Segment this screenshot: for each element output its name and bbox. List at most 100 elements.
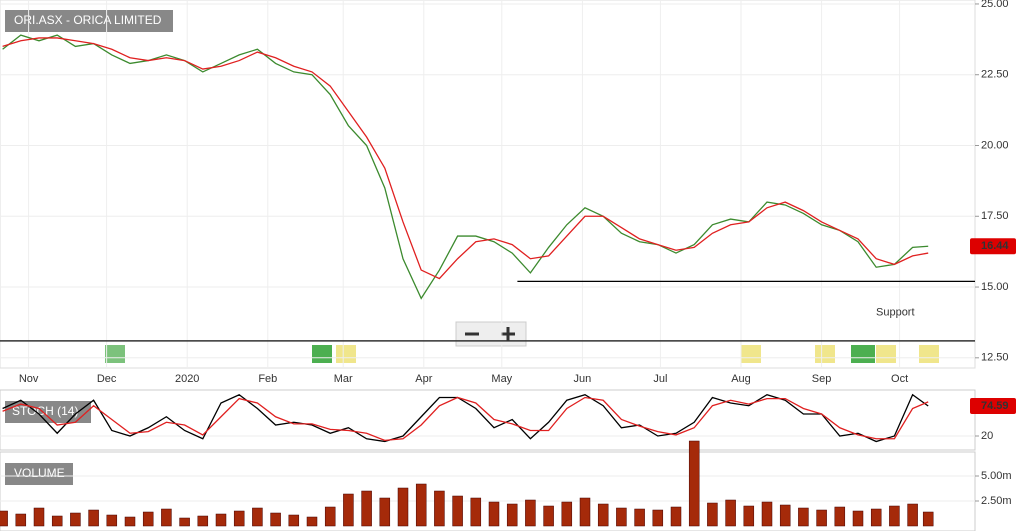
- y-tick-label: 2.50m: [981, 495, 1012, 507]
- y-tick-label: 22.50: [981, 69, 1009, 81]
- zoom-controls[interactable]: [455, 321, 527, 347]
- event-marker: [741, 345, 761, 363]
- event-marker: [876, 345, 896, 363]
- annotation: Support: [876, 306, 915, 318]
- bar: [161, 508, 172, 527]
- bar: [761, 501, 773, 527]
- last-value-label: 74.59: [981, 400, 1009, 412]
- bar: [816, 509, 827, 527]
- bar: [288, 514, 300, 527]
- y-tick-label: 12.50: [981, 352, 1009, 364]
- bar: [233, 510, 245, 527]
- stoch-title: STOCH (14): [12, 404, 78, 418]
- bar: [179, 517, 190, 527]
- bar: [397, 487, 409, 527]
- series-line: [2, 34, 929, 300]
- bar: [0, 510, 8, 527]
- bar: [670, 506, 682, 527]
- event-marker: [312, 345, 332, 363]
- x-tick-label: 2020: [175, 373, 199, 385]
- bar: [124, 516, 136, 527]
- bar: [470, 497, 482, 527]
- volume-title: VOLUME: [14, 466, 65, 480]
- bar: [579, 497, 591, 527]
- event-marker: [105, 345, 125, 363]
- bar: [779, 504, 791, 527]
- y-tick-label: 15.00: [981, 281, 1009, 293]
- last-value-label: 16.44: [981, 240, 1009, 252]
- bar: [306, 516, 318, 527]
- bar: [725, 499, 736, 527]
- bar: [361, 490, 372, 527]
- bar: [889, 505, 900, 527]
- bar: [688, 440, 700, 527]
- bar: [343, 493, 354, 527]
- bar: [51, 515, 63, 527]
- bar: [743, 505, 755, 527]
- y-tick-label: 20: [981, 430, 993, 442]
- bar: [415, 483, 427, 527]
- bar: [634, 508, 645, 527]
- event-marker: [336, 345, 356, 363]
- bar: [506, 503, 518, 527]
- bar: [870, 508, 882, 527]
- x-tick-label: Nov: [19, 373, 39, 385]
- y-tick-label: 20.00: [981, 139, 1009, 151]
- bar: [324, 506, 336, 527]
- x-tick-label: Aug: [731, 373, 751, 385]
- event-markers: [105, 345, 939, 363]
- bar: [70, 512, 81, 527]
- bar: [525, 499, 536, 527]
- bar: [252, 507, 263, 527]
- series-line: [2, 393, 929, 443]
- x-tick-label: Feb: [258, 373, 277, 385]
- x-tick-label: Sep: [812, 373, 832, 385]
- series-line: [2, 396, 929, 442]
- bar: [33, 507, 45, 527]
- series-line: [2, 37, 929, 280]
- bar: [434, 490, 445, 527]
- bar: [707, 502, 718, 527]
- price-title: ORI.ASX - ORICA LIMITED: [14, 13, 162, 27]
- event-marker: [815, 345, 835, 363]
- title-box: [5, 10, 173, 32]
- bar: [561, 501, 573, 527]
- y-tick-label: 5.00m: [981, 470, 1012, 482]
- event-marker: [919, 345, 939, 363]
- bar: [197, 515, 209, 527]
- bar: [543, 505, 554, 527]
- last-value-tag: [970, 238, 1016, 255]
- x-tick-label: Oct: [891, 373, 908, 385]
- bar: [379, 497, 391, 527]
- y-tick-label: 25.00: [981, 0, 1009, 10]
- x-tick-label: May: [491, 373, 512, 385]
- price-panel: [0, 0, 976, 369]
- x-tick-label: Dec: [97, 373, 117, 385]
- bar: [452, 495, 463, 527]
- bar: [616, 507, 627, 527]
- bar: [597, 503, 609, 527]
- bar: [488, 501, 500, 527]
- event-marker: [851, 345, 875, 363]
- bar: [142, 511, 154, 527]
- bar: [215, 513, 227, 527]
- x-tick-label: Jun: [574, 373, 592, 385]
- bar: [852, 510, 864, 527]
- x-tick-label: Jul: [653, 373, 667, 385]
- bar: [88, 509, 99, 527]
- bar: [834, 506, 846, 527]
- bar: [922, 511, 934, 527]
- last-value-tag: [970, 397, 1016, 414]
- volume-title-box: [5, 463, 73, 485]
- bar: [652, 509, 664, 527]
- x-tick-label: Apr: [415, 373, 432, 385]
- bar: [798, 507, 809, 527]
- stoch-title-box: [5, 401, 91, 423]
- x-tick-label: Mar: [334, 373, 353, 385]
- bar: [106, 514, 118, 527]
- bar: [907, 503, 918, 527]
- y-tick-label: 17.50: [981, 210, 1009, 222]
- bar: [270, 512, 281, 527]
